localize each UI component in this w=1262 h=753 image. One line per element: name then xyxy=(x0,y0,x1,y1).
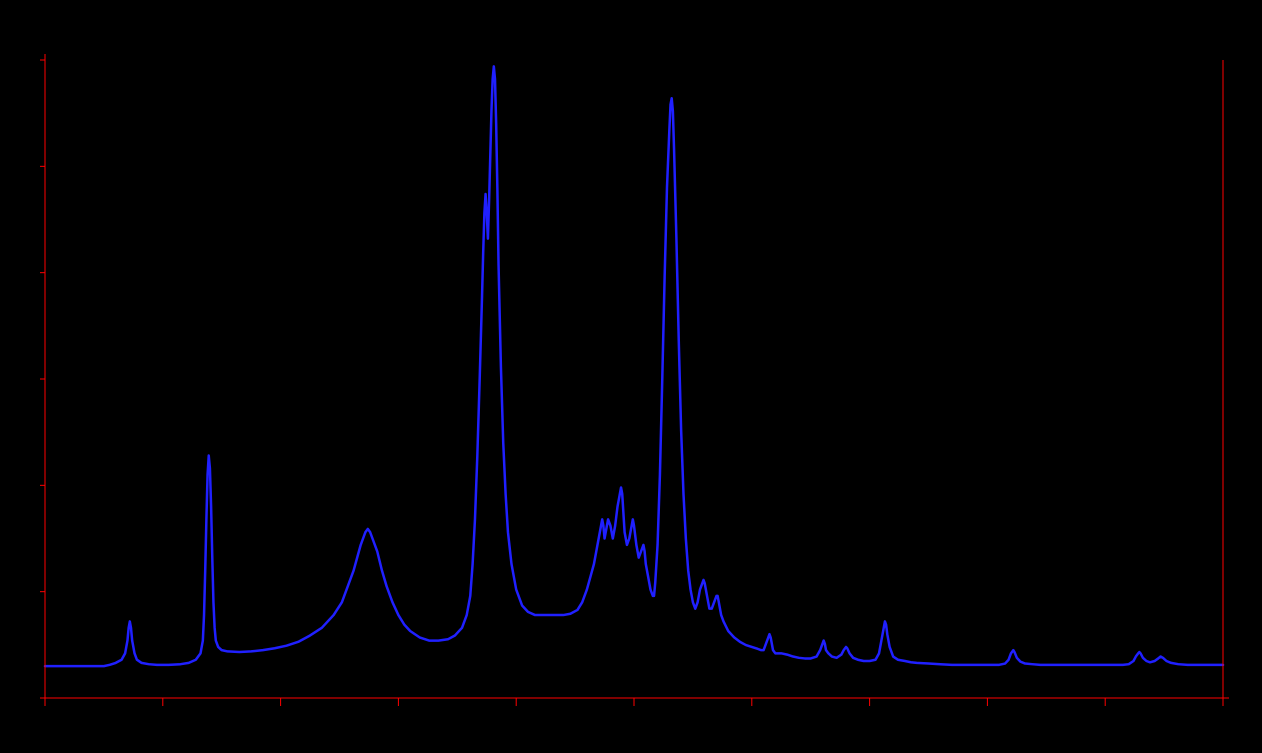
chart-canvas xyxy=(0,0,1262,753)
spectrum-chart xyxy=(0,0,1262,753)
